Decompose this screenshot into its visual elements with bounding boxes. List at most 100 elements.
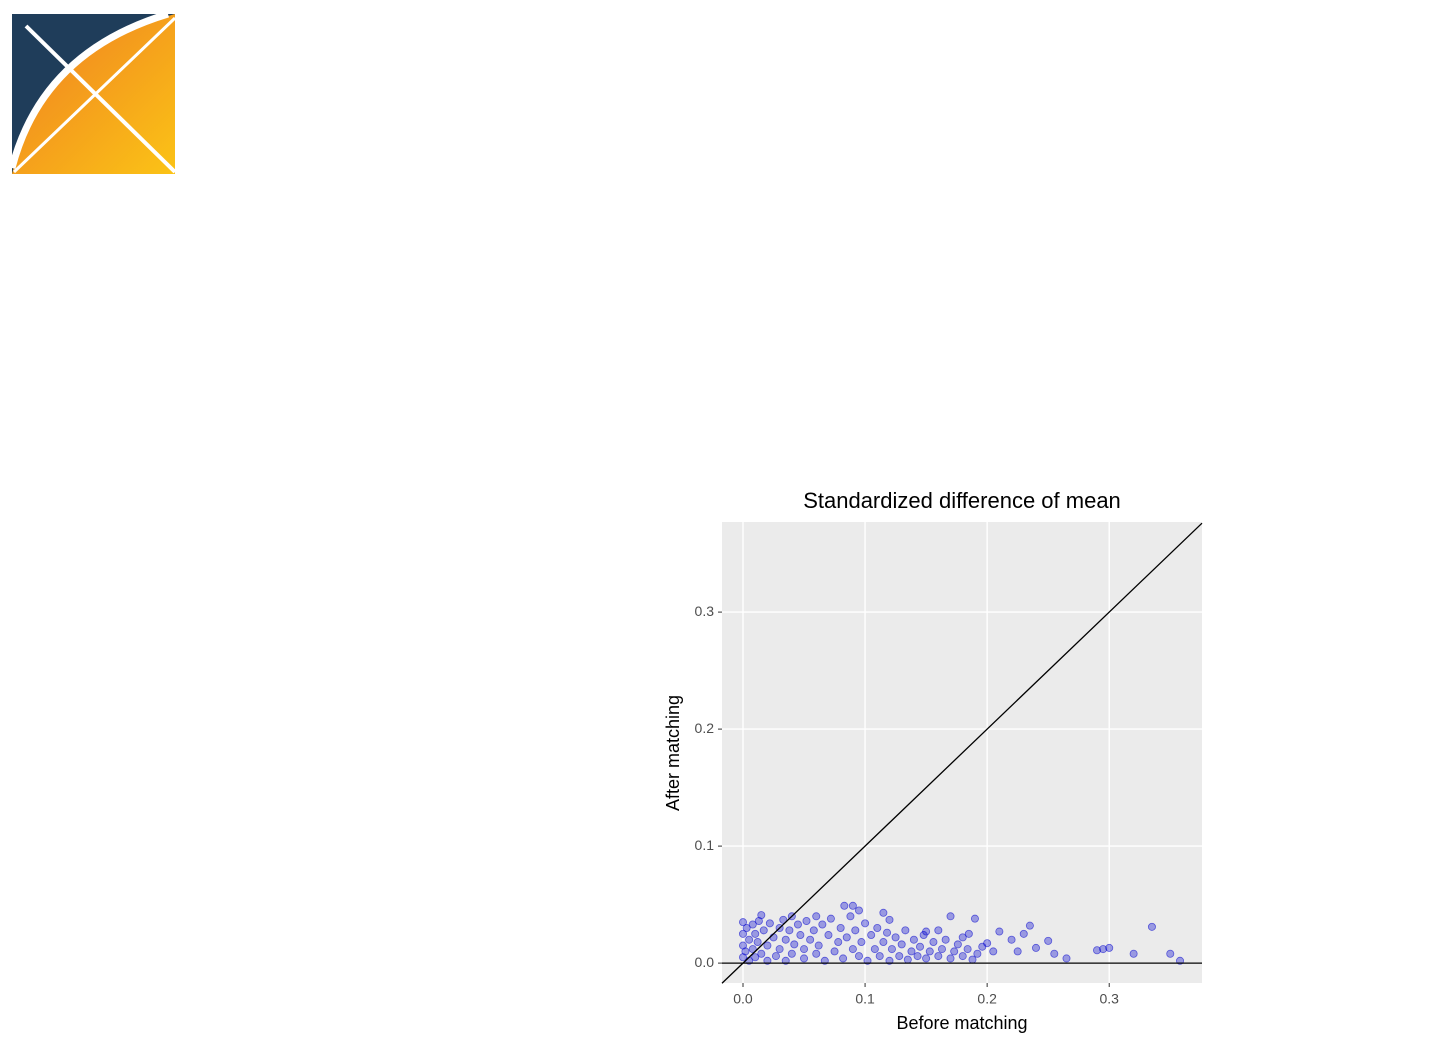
point <box>901 926 910 935</box>
point <box>846 912 855 921</box>
point <box>1147 922 1156 931</box>
point <box>757 949 766 958</box>
point <box>958 952 967 961</box>
point <box>885 915 894 924</box>
point <box>1025 921 1034 930</box>
point <box>854 952 863 961</box>
point <box>785 926 794 935</box>
point <box>802 916 811 925</box>
x-axis-label: Before matching <box>896 1013 1027 1033</box>
point <box>842 933 851 942</box>
point <box>1093 946 1102 955</box>
point <box>751 953 760 962</box>
point <box>964 929 973 938</box>
point <box>738 941 747 950</box>
point <box>1019 929 1028 938</box>
point <box>824 931 833 940</box>
point <box>913 952 922 961</box>
point <box>875 952 884 961</box>
point <box>879 908 888 917</box>
point <box>887 945 896 954</box>
point <box>857 938 866 947</box>
marks <box>738 901 1185 965</box>
x-tick-label: 0.0 <box>733 991 753 1007</box>
point <box>879 938 888 947</box>
point <box>854 906 863 915</box>
point <box>883 928 892 937</box>
point <box>925 947 934 956</box>
point <box>790 940 799 949</box>
y-axis-label: After matching <box>663 695 683 811</box>
point <box>745 935 754 944</box>
point <box>806 935 815 944</box>
point <box>970 914 979 923</box>
point <box>873 924 882 933</box>
point <box>812 912 821 921</box>
point <box>757 911 766 920</box>
point <box>941 935 950 944</box>
point <box>907 947 916 956</box>
point <box>834 938 843 947</box>
y-tick-label: 0.3 <box>695 603 715 619</box>
point <box>812 949 821 958</box>
point <box>1129 949 1138 958</box>
point <box>759 926 768 935</box>
point <box>953 940 962 949</box>
point <box>1166 949 1175 958</box>
point <box>738 953 747 962</box>
point <box>809 926 818 935</box>
point <box>995 927 1004 936</box>
point <box>934 926 943 935</box>
point <box>771 952 780 961</box>
x-tick-label: 0.1 <box>855 991 875 1007</box>
point <box>922 954 931 963</box>
point <box>989 947 998 956</box>
point <box>1031 943 1040 952</box>
point <box>870 945 879 954</box>
point <box>748 945 757 954</box>
x-tick-label: 0.3 <box>1099 991 1119 1007</box>
point <box>867 931 876 940</box>
point <box>779 915 788 924</box>
point <box>830 947 839 956</box>
point <box>765 919 774 928</box>
point <box>793 920 802 929</box>
point <box>929 938 938 947</box>
axes: 0.0 0.1 0.2 0.3 0.0 0.1 0.2 0.3 <box>695 603 1120 1007</box>
point <box>946 954 955 963</box>
point <box>1099 945 1108 954</box>
point <box>897 940 906 949</box>
point <box>1050 949 1059 958</box>
point <box>958 933 967 942</box>
point <box>963 945 972 954</box>
point <box>751 929 760 938</box>
x-tick-label: 0.2 <box>977 991 997 1007</box>
point <box>1013 947 1022 956</box>
y-tick-label: 0.2 <box>695 720 715 736</box>
point <box>909 935 918 944</box>
point <box>748 920 757 929</box>
point <box>800 954 809 963</box>
point <box>946 912 955 921</box>
point <box>851 926 860 935</box>
point <box>916 942 925 951</box>
point <box>741 947 750 956</box>
point <box>968 955 977 964</box>
point <box>937 945 946 954</box>
point <box>754 916 763 925</box>
reference-line <box>721 522 1203 984</box>
point <box>800 945 809 954</box>
point <box>839 954 848 963</box>
point <box>1044 936 1053 945</box>
point <box>840 901 849 910</box>
chart-title: Standardized difference of mean <box>803 488 1121 513</box>
point <box>891 933 900 942</box>
point <box>973 949 982 958</box>
point <box>775 945 784 954</box>
point <box>903 955 912 964</box>
point <box>826 914 835 923</box>
point <box>1062 954 1071 963</box>
point <box>922 927 931 936</box>
